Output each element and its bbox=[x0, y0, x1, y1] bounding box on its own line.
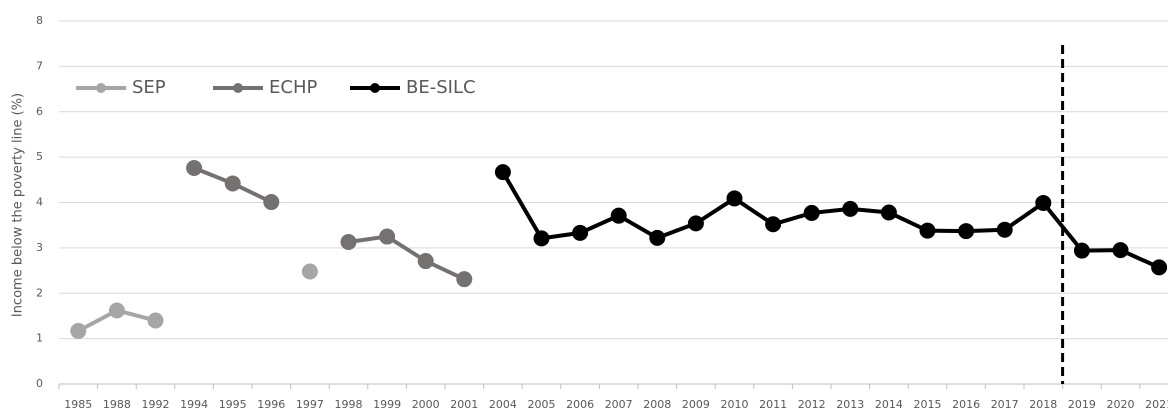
x-tick-label: 2009 bbox=[682, 398, 710, 411]
point bbox=[533, 230, 550, 247]
legend-label: SEP bbox=[132, 77, 166, 98]
x-tick-label: 2016 bbox=[952, 398, 980, 411]
x-tick-label: 2018 bbox=[1029, 398, 1057, 411]
y-tick-label: 5 bbox=[36, 150, 43, 163]
point bbox=[572, 224, 589, 241]
y-tick-label: 2 bbox=[36, 286, 43, 299]
x-tick-label: 2013 bbox=[836, 398, 864, 411]
x-tick-label: 1995 bbox=[219, 398, 247, 411]
point bbox=[70, 322, 87, 339]
point bbox=[1035, 194, 1052, 211]
point bbox=[1073, 242, 1090, 259]
point bbox=[1112, 242, 1129, 259]
point bbox=[186, 160, 203, 177]
point bbox=[765, 216, 782, 233]
x-tick-label: 2005 bbox=[528, 398, 556, 411]
x-tick-label: 1999 bbox=[373, 398, 401, 411]
x-tick-label: 2004 bbox=[489, 398, 517, 411]
point bbox=[263, 194, 280, 211]
x-tick-label: 1988 bbox=[103, 398, 131, 411]
y-tick-label: 4 bbox=[36, 196, 43, 209]
y-tick-label: 0 bbox=[36, 377, 43, 390]
x-tick-label: 2011 bbox=[759, 398, 787, 411]
point bbox=[687, 215, 704, 232]
series-line bbox=[348, 234, 466, 281]
y-tick-label: 8 bbox=[36, 14, 43, 27]
point bbox=[340, 233, 357, 250]
point bbox=[919, 222, 936, 239]
x-tick-label: 2014 bbox=[875, 398, 903, 411]
x-tick-label: 2020 bbox=[1107, 398, 1135, 411]
point bbox=[958, 223, 975, 240]
x-tick-label: 2019 bbox=[1068, 398, 1096, 411]
point bbox=[379, 228, 396, 245]
point bbox=[803, 204, 820, 221]
point bbox=[417, 253, 434, 270]
point bbox=[147, 312, 164, 329]
point bbox=[224, 175, 241, 192]
legend-marker bbox=[233, 83, 243, 93]
point bbox=[649, 229, 666, 246]
x-tick-label: 2012 bbox=[798, 398, 826, 411]
x-tick-label: 1997 bbox=[296, 398, 324, 411]
x-tick-label: 2007 bbox=[605, 398, 633, 411]
legend-label: BE-SILC bbox=[406, 77, 476, 98]
y-tick-label: 3 bbox=[36, 241, 43, 254]
point bbox=[842, 200, 859, 217]
x-tick-label: 2017 bbox=[991, 398, 1019, 411]
point bbox=[1151, 259, 1168, 276]
x-tick-label: 2001 bbox=[450, 398, 478, 411]
x-tick-label: 1992 bbox=[142, 398, 170, 411]
y-tick-label: 7 bbox=[36, 59, 43, 72]
x-tick-label: 2021 bbox=[1145, 398, 1168, 411]
legend-marker bbox=[96, 83, 106, 93]
x-tick-label: 1994 bbox=[180, 398, 208, 411]
x-tick-label: 2008 bbox=[643, 398, 671, 411]
legend-marker bbox=[370, 83, 380, 93]
x-tick-label: 1996 bbox=[257, 398, 285, 411]
point bbox=[996, 221, 1013, 238]
legend-label: ECHP bbox=[269, 77, 317, 98]
series-line bbox=[501, 171, 1160, 270]
y-axis-label: Income below the poverty line (%) bbox=[11, 93, 26, 317]
x-tick-label: 2006 bbox=[566, 398, 594, 411]
y-tick-label: 6 bbox=[36, 105, 43, 118]
x-tick-label: 2010 bbox=[721, 398, 749, 411]
point bbox=[726, 190, 743, 207]
y-tick-label: 1 bbox=[36, 332, 43, 345]
x-tick-label: 2015 bbox=[914, 398, 942, 411]
point bbox=[456, 271, 473, 288]
point bbox=[108, 302, 125, 319]
x-tick-label: 1998 bbox=[335, 398, 363, 411]
point bbox=[880, 204, 897, 221]
point bbox=[610, 207, 627, 224]
point bbox=[494, 164, 511, 181]
x-tick-label: 2000 bbox=[412, 398, 440, 411]
x-tick-label: 1985 bbox=[64, 398, 92, 411]
point bbox=[301, 263, 318, 280]
